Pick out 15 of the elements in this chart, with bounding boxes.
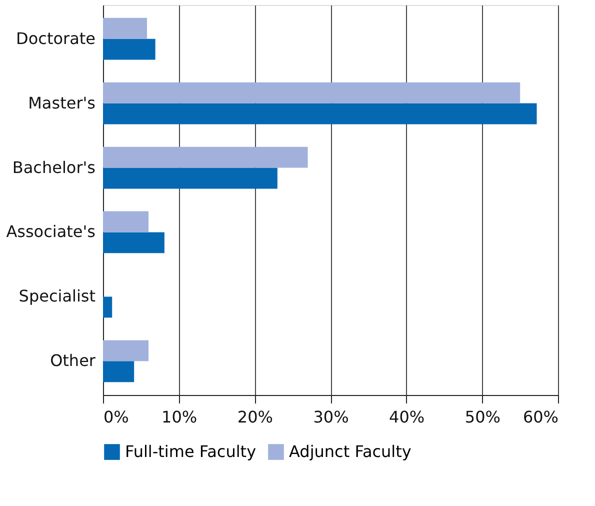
x-tick-label: 30% bbox=[313, 408, 349, 426]
y-tick-label: Other bbox=[50, 351, 96, 370]
y-tick-label: Master's bbox=[28, 93, 96, 112]
x-tick-label: 20% bbox=[237, 408, 273, 426]
y-tick-label: Bachelor's bbox=[12, 158, 96, 177]
y-tick-label: Associate's bbox=[6, 222, 96, 242]
x-tick-label: 0% bbox=[104, 408, 129, 426]
x-tick-label: 40% bbox=[389, 408, 425, 426]
x-tick-label: 50% bbox=[464, 408, 500, 426]
y-tick-label: Specialist bbox=[18, 286, 96, 306]
legend-label: Adjunct Faculty bbox=[289, 442, 412, 461]
legend-label: Full-time Faculty bbox=[125, 442, 256, 461]
x-tick-label: 10% bbox=[162, 408, 198, 426]
x-tick-label: 60% bbox=[522, 408, 558, 426]
y-tick-label: Doctorate bbox=[16, 28, 96, 48]
